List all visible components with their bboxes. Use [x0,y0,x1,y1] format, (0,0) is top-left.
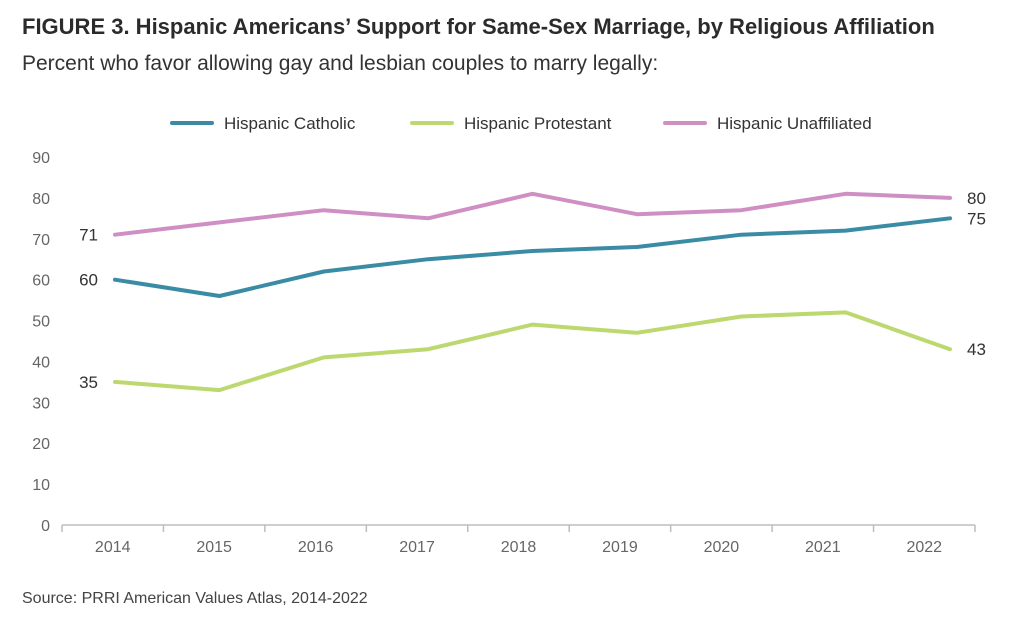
end-data-label: 43 [967,340,986,359]
x-tick-label: 2015 [196,539,232,556]
y-tick-label: 10 [32,477,50,494]
y-tick-label: 30 [32,395,50,412]
legend-label: Hispanic Catholic [224,114,356,133]
y-tick-label: 90 [32,150,50,167]
x-tick-label: 2016 [298,539,334,556]
y-tick-label: 40 [32,354,50,371]
chart-title: FIGURE 3. Hispanic Americans’ Support fo… [22,14,935,39]
start-data-label: 71 [79,226,98,245]
end-data-label: 80 [967,189,986,208]
source-note: Source: PRRI American Values Atlas, 2014… [22,590,368,607]
end-data-label: 75 [967,209,986,228]
x-tick-label: 2021 [805,539,841,556]
y-tick-label: 50 [32,314,50,331]
x-tick-label: 2018 [501,539,537,556]
y-axis: 0 10 20 30 40 50 60 70 80 90 [32,150,50,535]
series-line-hispanic-unaffiliated [113,191,952,237]
start-data-label: 35 [79,373,98,392]
y-tick-label: 60 [32,273,50,290]
legend-label: Hispanic Unaffiliated [717,114,872,133]
y-tick-label: 80 [32,191,50,208]
x-tick-label: 2014 [95,539,131,556]
series-line-hispanic-protestant [113,310,952,393]
x-axis: 2014 2015 2016 2017 2018 2019 2020 2021 2022 [61,524,976,556]
x-tick-label: 2017 [399,539,435,556]
data-labels: 60 75 35 43 71 80 [79,189,986,392]
x-tick-label: 2020 [704,539,740,556]
legend: Hispanic Catholic Hispanic Protestant Hisp… [170,114,872,133]
y-tick-label: 0 [41,518,50,535]
start-data-label: 60 [79,271,98,290]
y-tick-label: 70 [32,232,50,249]
legend-label: Hispanic Protestant [464,114,612,133]
chart-subtitle: Percent who favor allowing gay and lesbi… [22,52,659,75]
series-line-hispanic-catholic [113,216,952,298]
x-tick-label: 2022 [906,539,942,556]
y-tick-label: 20 [32,436,50,453]
series-lines [113,191,952,393]
x-tick-label: 2019 [602,539,638,556]
